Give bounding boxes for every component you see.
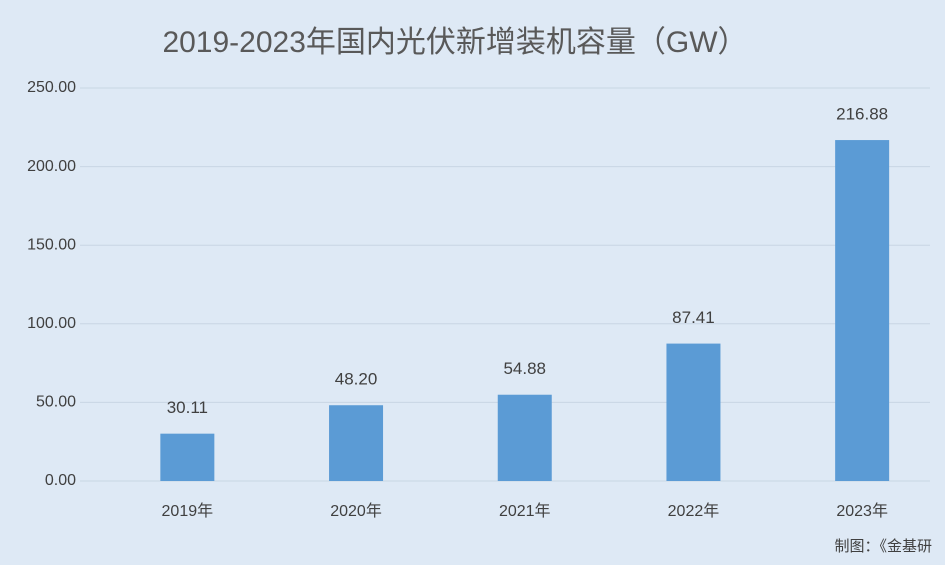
y-tick-label: 50.00: [36, 394, 76, 411]
value-label: 87.41: [672, 308, 715, 327]
bar: [497, 394, 552, 481]
x-tick-label: 2020年: [330, 502, 382, 520]
y-tick-label: 200.00: [27, 158, 76, 175]
y-tick-label: 100.00: [27, 315, 76, 332]
source-note: 制图：《金基研: [834, 538, 932, 555]
y-tick-label: 0.00: [45, 472, 76, 489]
x-tick-label: 2023年: [836, 502, 888, 520]
value-label: 216.88: [836, 105, 888, 124]
y-tick-label: 150.00: [27, 236, 76, 253]
value-label: 30.11: [167, 398, 208, 417]
x-tick-label: 2022年: [668, 502, 720, 520]
bar: [835, 140, 890, 481]
x-tick-label: 2021年: [499, 502, 551, 520]
x-tick-label: 2019年: [162, 502, 214, 520]
value-label: 54.88: [503, 359, 546, 378]
bar: [329, 405, 384, 481]
bar: [666, 343, 721, 481]
bar: [160, 433, 215, 481]
chart-title: 2019-2023年国内光伏新增装机容量（GW）: [162, 26, 747, 59]
y-tick-label: 250.00: [27, 79, 76, 96]
value-label: 48.20: [335, 370, 378, 389]
